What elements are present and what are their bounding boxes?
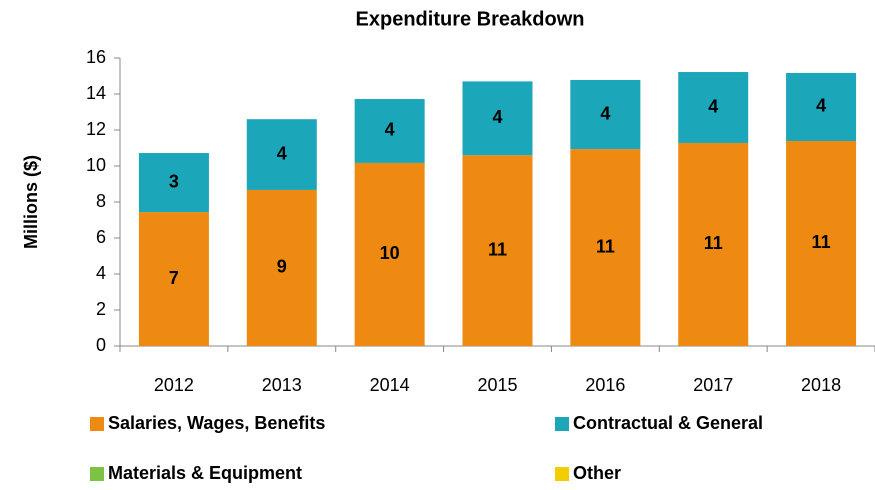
data-label: 7 (169, 268, 179, 288)
y-tick-label: 16 (86, 47, 106, 67)
legend-swatch (555, 467, 569, 481)
bar (138, 212, 209, 346)
bar (246, 119, 317, 190)
data-label: 3 (169, 171, 179, 191)
chart-title: Expenditure Breakdown (356, 8, 585, 30)
bar (354, 162, 425, 346)
legend-label: Salaries, Wages, Benefits (108, 413, 325, 433)
bar (462, 155, 533, 346)
legend-label: Materials & Equipment (108, 463, 302, 483)
bar (138, 153, 209, 213)
y-tick-label: 2 (96, 299, 106, 319)
bar (786, 140, 857, 346)
x-tick-label: 2017 (693, 375, 733, 395)
y-tick-label: 4 (96, 263, 106, 283)
x-tick-label: 2018 (801, 375, 841, 395)
bar (570, 79, 641, 150)
data-label: 11 (812, 232, 831, 252)
data-label: 9 (277, 257, 287, 277)
data-label: 4 (277, 143, 287, 163)
data-label: 4 (385, 120, 395, 140)
y-tick-label: 6 (96, 227, 106, 247)
y-tick-label: 14 (86, 83, 106, 103)
data-label: 11 (704, 233, 723, 253)
bar (678, 142, 749, 346)
legend-swatch (90, 467, 104, 481)
legend-swatch (90, 417, 104, 431)
bar (786, 72, 857, 141)
y-tick-label: 10 (86, 155, 106, 175)
y-tick-label: 8 (96, 191, 106, 211)
x-tick-label: 2015 (477, 375, 517, 395)
data-label: 11 (488, 239, 507, 259)
bar (462, 81, 533, 156)
x-tick-label: 2014 (370, 375, 410, 395)
data-label: 11 (596, 236, 615, 256)
x-tick-label: 2013 (262, 375, 302, 395)
legend-swatch (555, 417, 569, 431)
bar (570, 149, 641, 346)
y-tick-label: 12 (86, 119, 106, 139)
data-label: 4 (492, 107, 502, 127)
bar (354, 99, 425, 163)
data-label: 4 (708, 96, 718, 116)
data-label: 4 (600, 103, 610, 123)
data-label: 4 (816, 96, 826, 116)
bar (678, 72, 749, 143)
y-axis-title: Millions ($) (21, 155, 41, 249)
y-tick-label: 0 (96, 335, 106, 355)
legend-label: Contractual & General (573, 413, 763, 433)
data-label: 10 (380, 243, 400, 263)
bar (246, 189, 317, 346)
legend-label: Other (573, 463, 621, 483)
x-tick-label: 2012 (154, 375, 194, 395)
x-tick-label: 2016 (585, 375, 625, 395)
